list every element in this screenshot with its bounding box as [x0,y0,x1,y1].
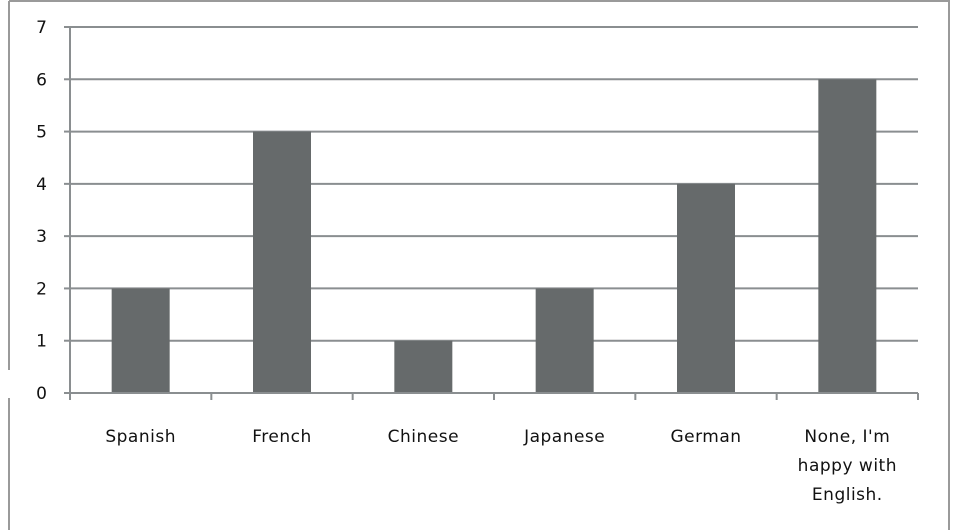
x-category-label: None, I'm happy with English. [798,427,897,505]
y-tick-label: 6 [36,70,47,90]
bar [253,131,311,394]
x-category-label: French [252,427,312,447]
chart-border [8,0,950,530]
y-tick-label: 1 [36,332,47,352]
y-tick-label: 3 [36,227,47,247]
x-category-label: German [670,427,741,447]
x-category-label: Japanese [523,427,605,447]
bar [111,288,170,393]
y-tick-label: 0 [36,384,47,404]
bar [535,288,594,393]
y-tick-label: 4 [36,175,47,195]
bar [394,340,453,393]
y-tick-label: 2 [36,279,47,299]
bar [818,79,877,394]
y-tick-label: 7 [36,18,47,38]
x-category-label: Spanish [105,427,176,447]
x-category-label: Chinese [388,427,459,447]
bar [677,183,735,393]
y-tick-label: 5 [36,123,47,143]
